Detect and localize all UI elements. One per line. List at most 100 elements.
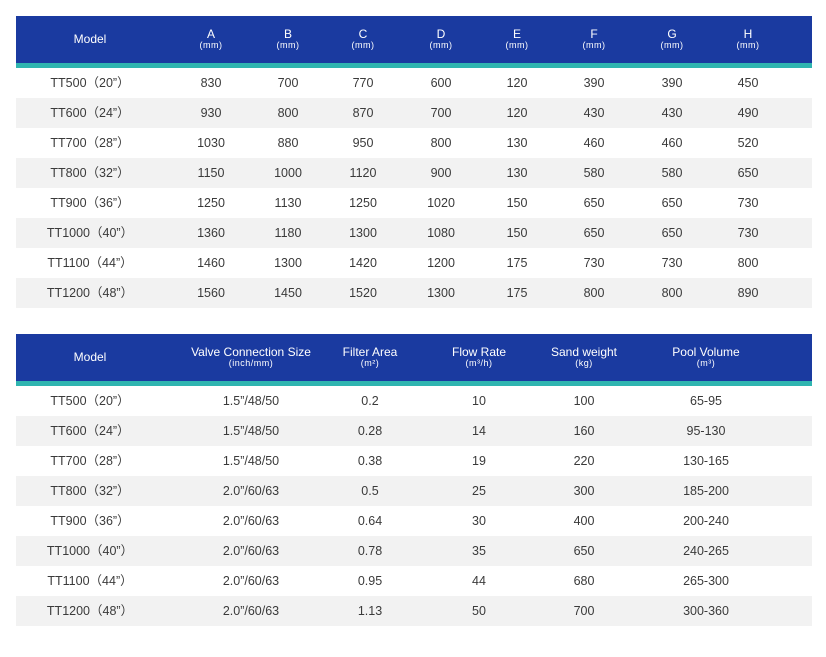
table-cell: 14 [472,424,486,438]
table-row: TT900（36”） 2.0”/60/63 0.64 30 400 200-240 [16,506,812,536]
table-row: TT600（24”） 930 800 870 700 120 430 430 490 [16,98,812,128]
column-header: H (mm) [713,16,783,63]
table-cell: 730 [737,226,759,240]
table-cell: 175 [506,286,528,300]
table-row: TT500（20”） 1.5”/48/50 0.2 10 100 65-95 [16,386,812,416]
table-cell: 430 [583,106,605,120]
column-header: Flow Rate (m³/h) [434,334,524,381]
table-cell: 2.0”/60/63 [222,544,280,558]
table-cell: 1.5”/48/50 [222,454,280,468]
model-cell: TT600（24”） [50,424,130,438]
column-header-label: A [206,27,215,42]
table-cell: 1030 [197,136,225,150]
table-cell: 1250 [349,196,377,210]
table-cell: 1080 [427,226,455,240]
table-cell: 0.28 [357,424,383,438]
table-cell: 580 [583,166,605,180]
model-cell: TT1000（40”） [46,226,134,240]
table-cell: 220 [573,454,595,468]
table-cell: 1360 [197,226,225,240]
table-cell: 390 [661,76,683,90]
column-header: B (mm) [253,16,323,63]
column-header-unit: (mm) [660,40,684,51]
table-cell: 400 [573,514,595,528]
table-cell: 50 [472,604,486,618]
model-cell: TT700（28”） [50,454,130,468]
table-cell: 650 [583,196,605,210]
table-row: TT700（28”） 1030 880 950 800 130 460 460 520 [16,128,812,158]
column-header: Pool Volume (m³) [651,334,761,381]
column-header-label: E [512,27,521,42]
table-cell: 1300 [274,256,302,270]
table-cell: 650 [583,226,605,240]
table-cell: 730 [661,256,683,270]
table-row: TT700（28”） 1.5”/48/50 0.38 19 220 130-165 [16,446,812,476]
column-header-unit: (inch/mm) [228,358,274,369]
column-header-unit: (mm) [582,40,606,51]
table-cell: 870 [352,106,374,120]
table-cell: 1.5”/48/50 [222,394,280,408]
column-header: Valve Connection Size (inch/mm) [166,334,336,381]
table-cell: 700 [573,604,595,618]
table-cell: 770 [352,76,374,90]
table-cell: 175 [506,256,528,270]
table-cell: 2.0”/60/63 [222,514,280,528]
table-row: TT800（32”） 1150 1000 1120 900 130 580 580 650 [16,158,812,188]
table-cell: 200-240 [683,514,729,528]
table-cell: 65-95 [690,394,722,408]
column-header-label: Model [73,32,107,47]
model-cell: TT1200（48”） [46,286,134,300]
table-cell: 1.13 [357,604,383,618]
column-header-label: Model [73,350,107,365]
table-cell: 800 [430,136,452,150]
table-cell: 1020 [427,196,455,210]
table-row: TT500（20”） 830 700 770 600 120 390 390 450 [16,68,812,98]
column-header-unit: (mm) [505,40,529,51]
column-header: C (mm) [328,16,398,63]
table-cell: 1130 [274,196,302,210]
column-header: Sand weight (kg) [539,334,629,381]
table-row: TT1000（40”） 1360 1180 1300 1080 150 650 650 730 [16,218,812,248]
table-cell: 130 [506,166,528,180]
table-cell: 490 [737,106,759,120]
table-cell: 100 [573,394,595,408]
table-cell: 0.78 [357,544,383,558]
table-cell: 1200 [427,256,455,270]
table-cell: 265-300 [683,574,729,588]
table-cell: 240-265 [683,544,729,558]
table-cell: 150 [506,226,528,240]
model-cell: TT1000（40”） [46,544,134,558]
table-cell: 460 [661,136,683,150]
table-row: TT900（36”） 1250 1130 1250 1020 150 650 650 730 [16,188,812,218]
model-cell: TT800（32”） [50,484,130,498]
table-cell: 185-200 [683,484,729,498]
column-header: F (mm) [559,16,629,63]
table-cell: 700 [277,76,299,90]
table-cell: 950 [352,136,374,150]
table-cell: 800 [583,286,605,300]
table-cell: 10 [472,394,486,408]
table-cell: 680 [573,574,595,588]
table-cell: 800 [737,256,759,270]
column-header: Filter Area (m²) [325,334,415,381]
table-cell: 300-360 [683,604,729,618]
table-cell: 95-130 [686,424,726,438]
column-header-label: Flow Rate [451,345,507,360]
table-cell: 1420 [349,256,377,270]
table-cell: 1560 [197,286,225,300]
model-cell: TT700（28”） [50,136,130,150]
column-header: D (mm) [406,16,476,63]
table-cell: 130 [506,136,528,150]
table-cell: 0.2 [361,394,379,408]
column-header-unit: (kg) [575,358,593,369]
table-cell: 430 [661,106,683,120]
table-cell: 19 [472,454,486,468]
model-cell: TT500（20”） [50,394,130,408]
column-header-unit: (mm) [199,40,223,51]
table-cell: 930 [200,106,222,120]
model-cell: TT900（36”） [50,514,130,528]
column-header-label: G [667,27,677,42]
table-cell: 460 [583,136,605,150]
table-row: TT1000（40”） 2.0”/60/63 0.78 35 650 240-265 [16,536,812,566]
table-row: TT600（24”） 1.5”/48/50 0.28 14 160 95-130 [16,416,812,446]
